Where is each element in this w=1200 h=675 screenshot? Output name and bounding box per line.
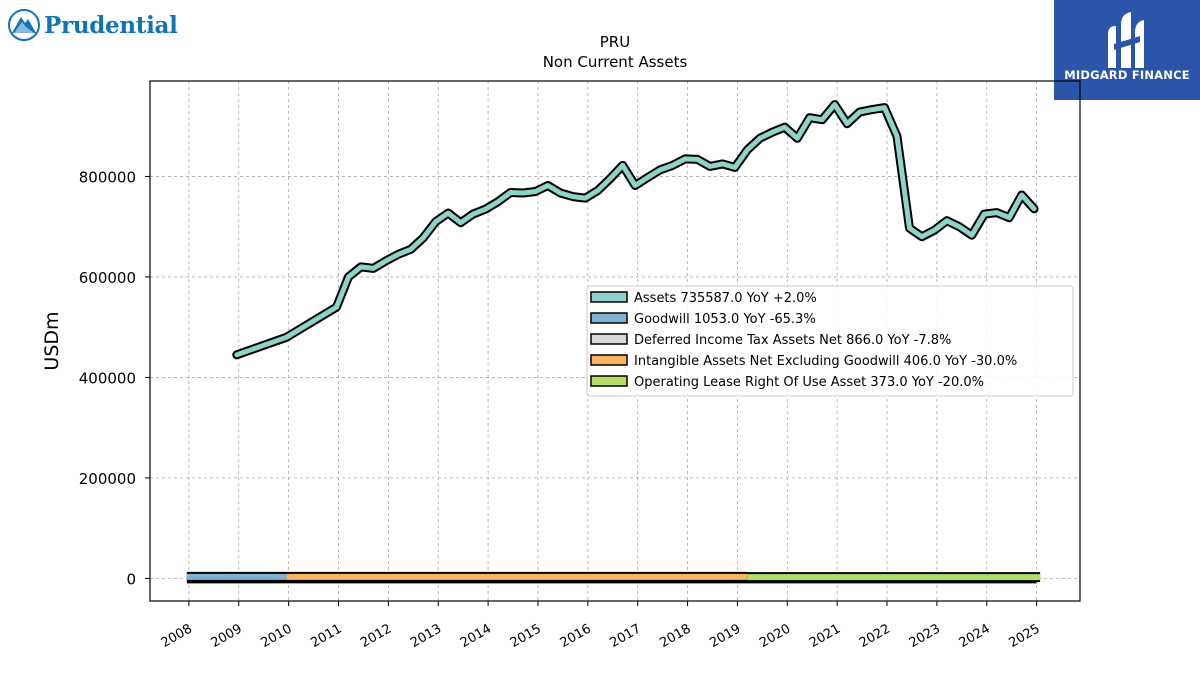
midgard-mark-icon	[1108, 12, 1144, 68]
plot-frame	[149, 80, 1081, 602]
legend-label: Deferred Income Tax Assets Net 866.0 YoY…	[634, 333, 951, 348]
y-tick-label: 0	[126, 570, 136, 588]
legend-label: Operating Lease Right Of Use Asset 373.0…	[634, 375, 984, 390]
chart-subtitle: Non Current Assets	[543, 53, 688, 71]
x-tick-label: 2011	[308, 621, 344, 651]
x-tick-label: 2021	[807, 621, 843, 651]
x-tick-label: 2010	[258, 621, 294, 651]
legend-swatch	[590, 291, 628, 303]
legend-label: Goodwill 1053.0 YoY -65.3%	[634, 312, 816, 327]
legend-label: Intangible Assets Net Excluding Goodwill…	[634, 354, 1017, 369]
prudential-logo-text: Prudential	[44, 11, 178, 39]
y-tick-label: 800000	[79, 168, 136, 186]
chart-title: PRU	[600, 33, 630, 51]
x-tick-label: 2012	[358, 621, 394, 651]
legend-swatch	[590, 312, 628, 324]
x-tick-label: 2014	[458, 621, 494, 651]
x-tick-label: 2015	[508, 621, 544, 651]
prudential-logo: Prudential	[8, 8, 178, 42]
x-tick-label: 2018	[657, 621, 693, 651]
legend-box	[586, 285, 1074, 397]
x-tick-label: 2024	[957, 621, 993, 651]
y-axis-label: USDm	[41, 311, 63, 370]
x-tick-label: 2025	[1006, 621, 1042, 651]
y-tick-label: 200000	[79, 470, 136, 488]
series-line-0	[234, 102, 1037, 358]
legend-swatch	[590, 333, 628, 345]
x-tick-label: 2008	[159, 621, 195, 651]
midgard-finance-logo: MIDGARD FINANCE	[1054, 0, 1200, 100]
y-tick-label: 600000	[79, 269, 136, 287]
legend-swatch	[590, 354, 628, 366]
x-tick-label: 2009	[209, 621, 245, 651]
x-tick-label: 2020	[757, 621, 793, 651]
series-layer	[186, 100, 1041, 584]
rock-icon	[8, 9, 40, 41]
midgard-finance-logo-text: MIDGARD FINANCE	[1064, 68, 1190, 82]
legend-label: Assets 735587.0 YoY +2.0%	[634, 291, 817, 306]
x-tick-label: 2022	[857, 621, 893, 651]
x-tick-label: 2016	[558, 621, 594, 651]
legend: Assets 735587.0 YoY +2.0% Goodwill 1053.0…	[586, 285, 1074, 397]
legend-swatch	[590, 375, 628, 387]
y-tick-label: 400000	[79, 369, 136, 387]
x-tick-label: 2023	[907, 621, 943, 651]
x-tick-label: 2017	[608, 621, 644, 651]
x-tick-label: 2019	[707, 621, 743, 651]
x-tick-label: 2013	[408, 621, 444, 651]
